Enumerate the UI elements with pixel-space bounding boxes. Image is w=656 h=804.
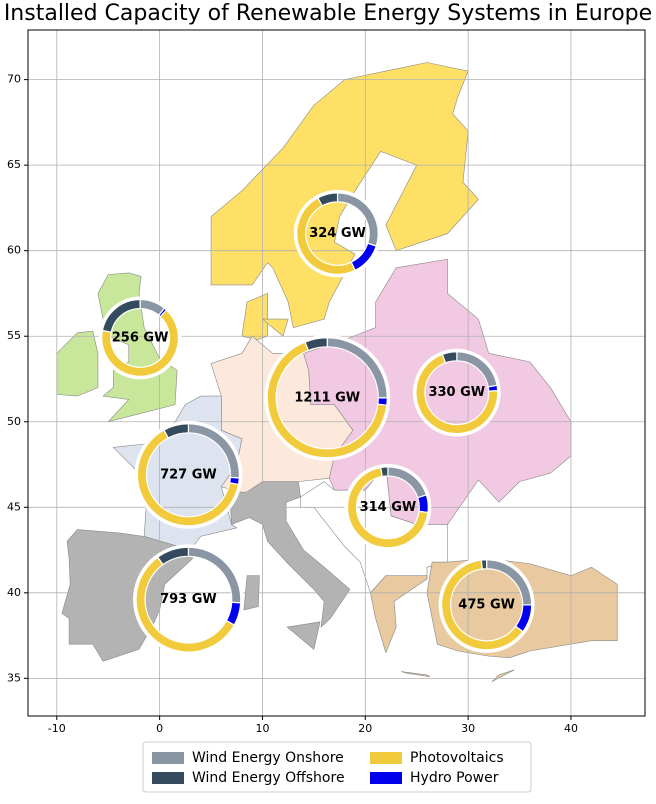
legend-swatch xyxy=(370,772,402,784)
donut-segment xyxy=(379,466,389,478)
donut-segment xyxy=(304,337,328,352)
country-shape xyxy=(491,669,515,683)
grid-layer: -10 0 10 20 30 40 35 40 45 50 55 60 65 70 xyxy=(7,30,645,735)
legend-label: Photovoltaics xyxy=(410,750,504,766)
legend-label: Wind Energy Offshore xyxy=(192,770,345,786)
x-tick-label: 10 xyxy=(255,722,269,735)
donut-label: 793 GW xyxy=(160,592,217,607)
donut-label: 727 GW xyxy=(160,467,217,482)
donut-outline xyxy=(134,420,243,529)
legend-label: Hydro Power xyxy=(410,770,499,786)
x-tick-label: 40 xyxy=(564,722,578,735)
x-tick-label: -10 xyxy=(48,722,66,735)
legend-swatch xyxy=(370,752,402,764)
donut-segment xyxy=(101,298,141,333)
y-tick-label: 55 xyxy=(7,329,21,342)
donut-outline xyxy=(98,296,182,380)
country-shape xyxy=(286,621,321,650)
country-shape xyxy=(241,293,268,340)
donut-outline xyxy=(133,544,244,656)
country-shape xyxy=(370,575,428,654)
country-shape xyxy=(56,330,99,397)
donut-outline xyxy=(344,463,432,551)
donut-layer: 324 GW 256 GW 1211 GW 330 GW 727 GW 314 GW 793… xyxy=(98,189,535,656)
donut-segment xyxy=(441,351,458,364)
donut-segment xyxy=(317,192,339,207)
y-tick-label: 40 xyxy=(7,586,21,599)
country-shape xyxy=(261,318,289,337)
donut-outline xyxy=(438,556,535,653)
donut-outline xyxy=(412,348,501,437)
y-tick-label: 70 xyxy=(7,73,21,86)
y-tick-label: 35 xyxy=(7,671,21,684)
y-tick-label: 60 xyxy=(7,244,21,257)
legend-swatch xyxy=(152,752,184,764)
donut-label: 256 GW xyxy=(112,330,169,345)
legend-label: Wind Energy Onshore xyxy=(192,750,344,766)
donut-outline xyxy=(293,189,382,278)
donut-segment xyxy=(163,423,190,439)
donut-label: 330 GW xyxy=(428,385,485,400)
donut-label: 314 GW xyxy=(360,500,417,515)
x-tick-label: 0 xyxy=(156,722,163,735)
donut-segment xyxy=(480,559,488,570)
y-tick-label: 65 xyxy=(7,158,21,171)
donut-outline xyxy=(264,334,391,461)
donut-label: 1211 GW xyxy=(294,390,360,405)
country-shape xyxy=(229,481,351,628)
country-shape xyxy=(401,671,431,677)
donut-label: 475 GW xyxy=(458,597,515,612)
x-tick-label: 30 xyxy=(461,722,475,735)
legend-swatch xyxy=(152,772,184,784)
plot-frame xyxy=(27,29,646,717)
legend: Wind Energy Onshore Wind Energy Offshore P… xyxy=(142,741,532,793)
legend-box xyxy=(142,741,532,793)
donut-label: 324 GW xyxy=(309,226,366,241)
donut-segment xyxy=(156,546,190,566)
donut-segment xyxy=(417,494,429,514)
x-tick-label: 20 xyxy=(358,722,372,735)
chart-title: Installed Capacity of Renewable Energy S… xyxy=(4,1,652,26)
y-tick-label: 50 xyxy=(7,415,21,428)
y-tick-label: 45 xyxy=(7,500,21,513)
country-shape xyxy=(303,258,572,525)
